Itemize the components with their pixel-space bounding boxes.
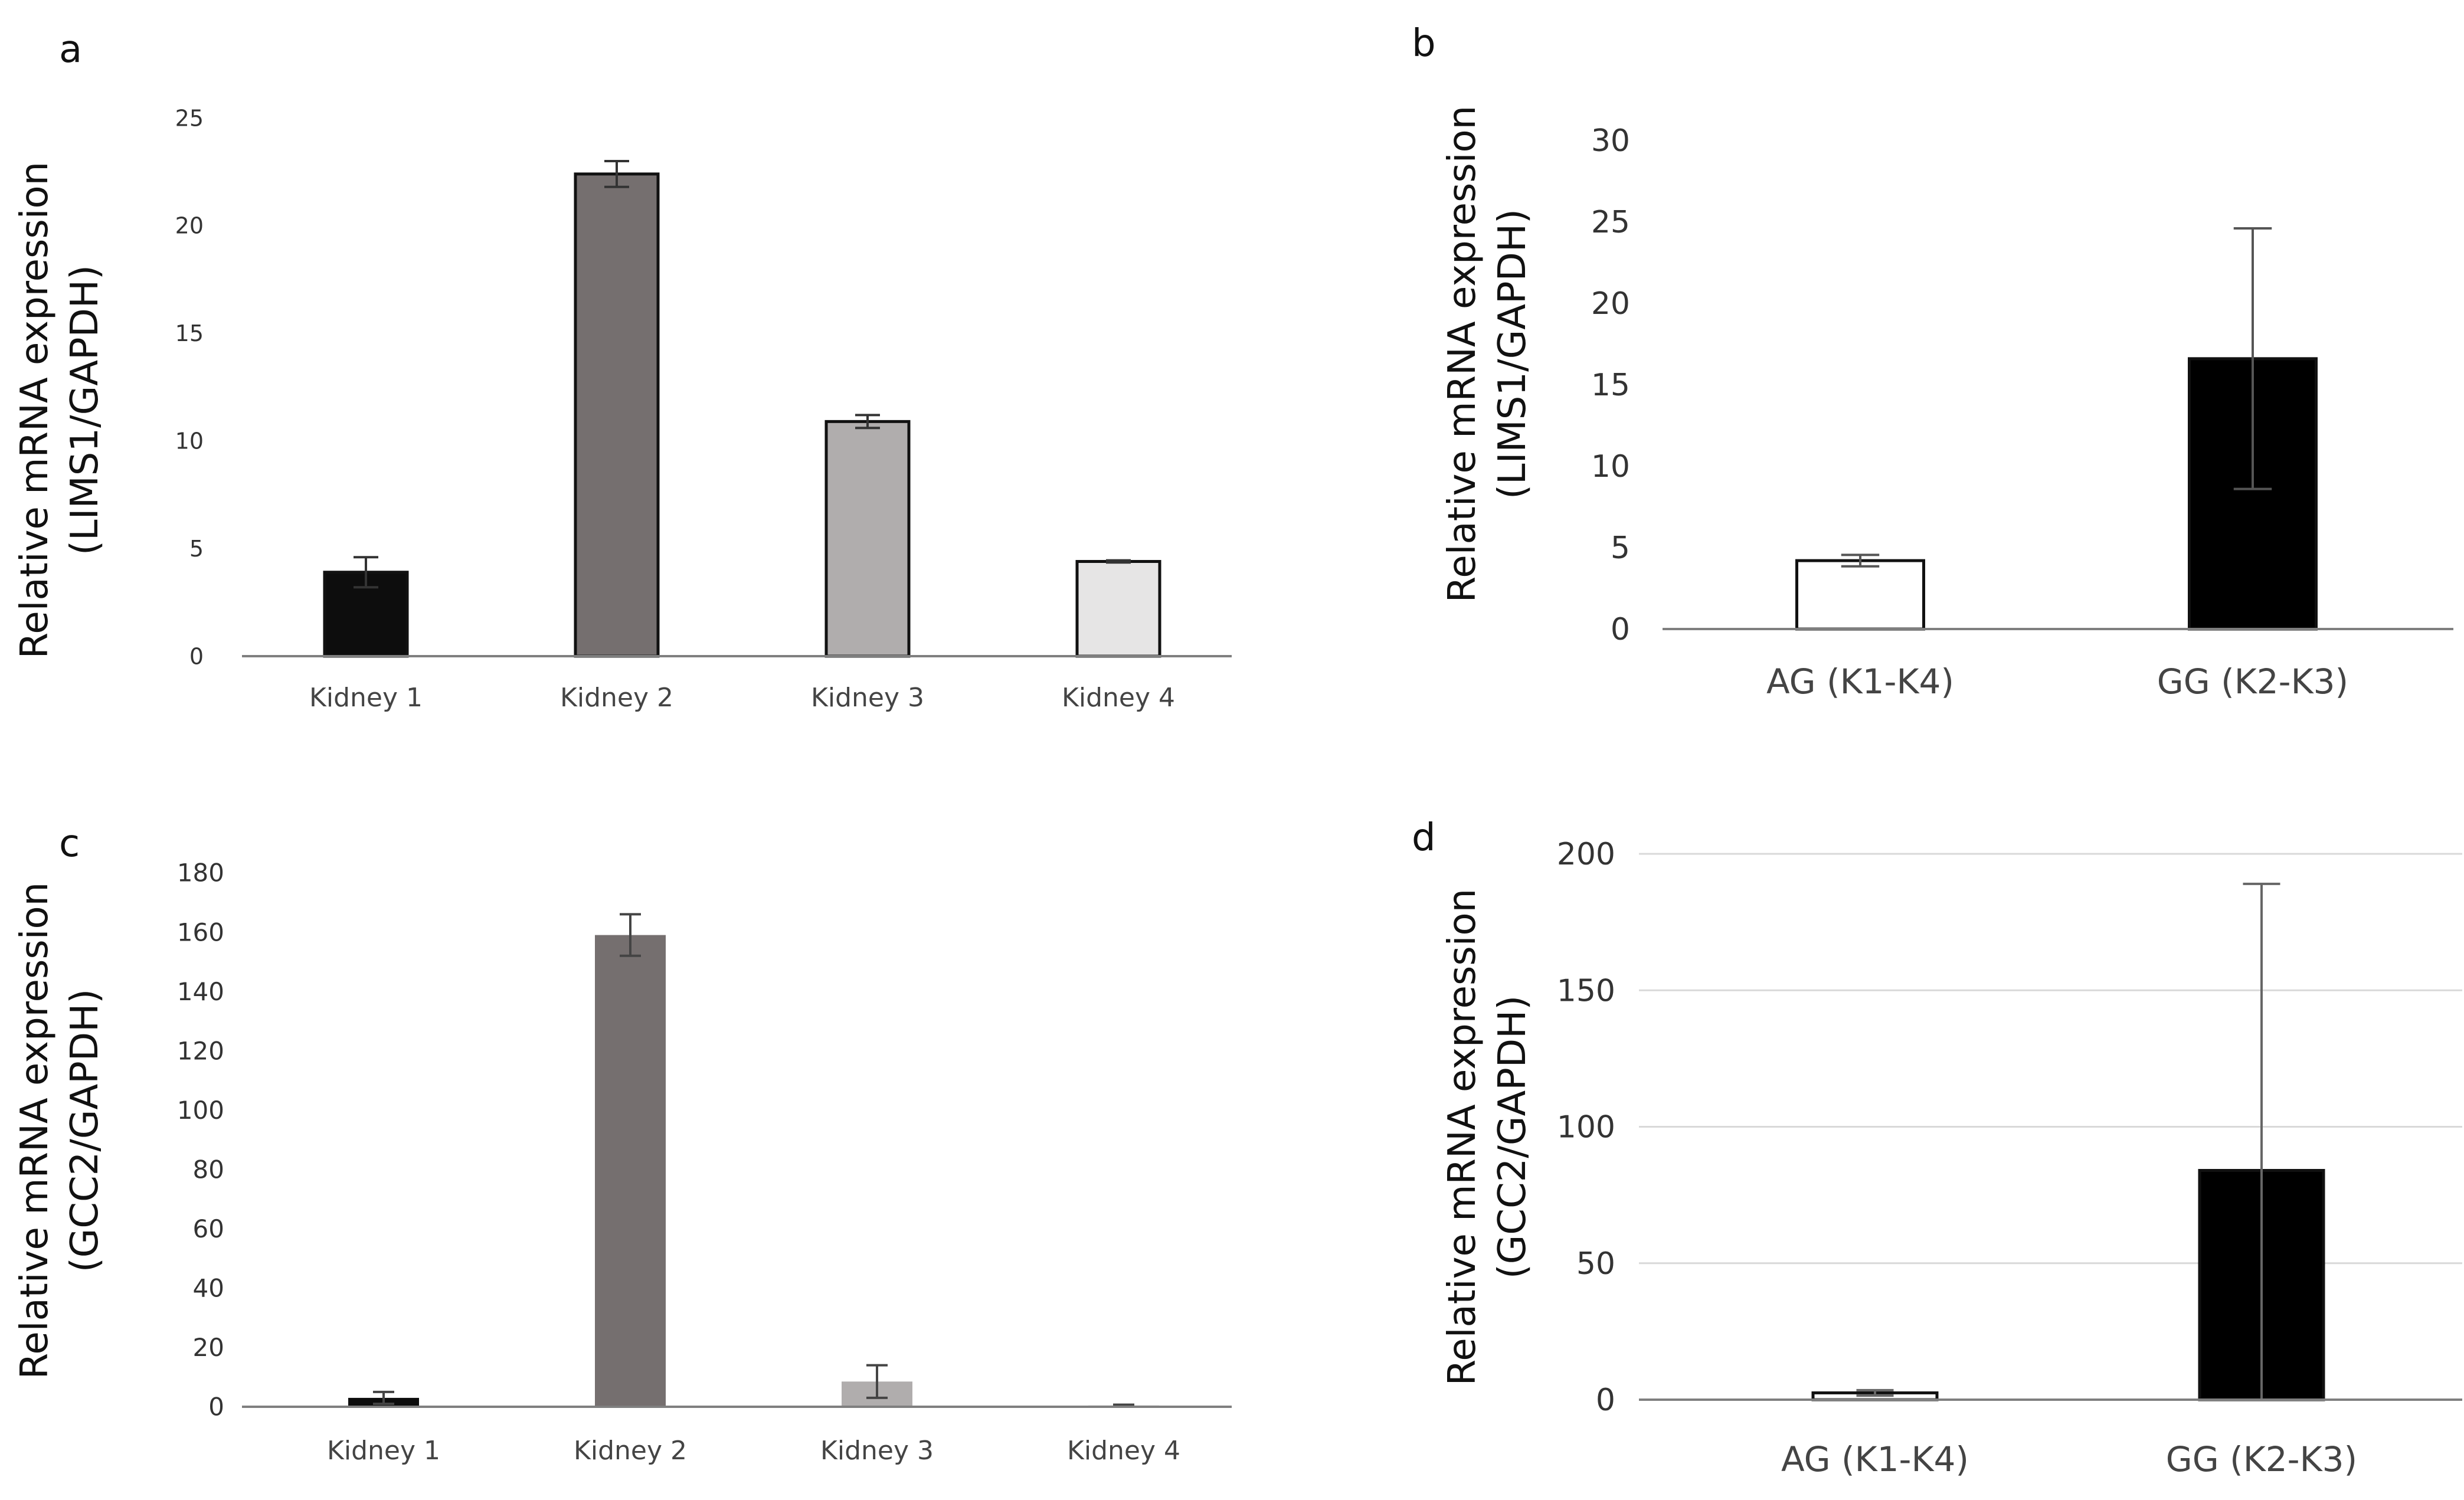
y-tick-a-0: 0 <box>189 643 204 669</box>
y-tick-b-1: 5 <box>1611 530 1630 566</box>
bar-c-2 <box>595 935 666 1407</box>
y-axis-label-a-line2: (LIMS1/GAPDH) <box>63 265 107 555</box>
chart-panel-b: b Relative mRNA expression (LIMS1/GAPDH)… <box>1412 22 2453 702</box>
x-tick-a-2: Kidney 2 <box>560 683 673 713</box>
y-axis-label-b-line1: Relative mRNA expression <box>1441 106 1484 602</box>
error-bar-a-2 <box>604 159 629 188</box>
bar-b-1 <box>1795 559 1925 631</box>
y-tick-b-0: 0 <box>1611 612 1630 647</box>
panel-label-a: a <box>59 28 82 71</box>
y-axis-label-d: Relative mRNA expression (GCC2/GAPDH) <box>1441 889 1534 1386</box>
y-axis-label-d-line2: (GCC2/GAPDH) <box>1491 995 1534 1279</box>
x-tick-d-1: AG (K1-K4) <box>1781 1439 1969 1479</box>
y-tick-b-3: 15 <box>1591 368 1630 403</box>
error-bar-a-3 <box>855 414 880 430</box>
y-tick-c-8: 160 <box>177 918 224 946</box>
y-tick-c-5: 100 <box>177 1096 224 1125</box>
y-tick-c-7: 140 <box>177 977 224 1006</box>
y-tick-c-3: 60 <box>193 1214 224 1243</box>
y-tick-a-1: 5 <box>189 536 204 562</box>
y-tick-d-2: 100 <box>1557 1110 1615 1145</box>
panel-label-c: c <box>59 822 80 866</box>
y-axis-label-c-line1: Relative mRNA expression <box>13 882 57 1379</box>
y-tick-a-2: 10 <box>175 428 204 454</box>
error-bar-b-1 <box>1841 554 1880 568</box>
x-tick-c-2: Kidney 2 <box>574 1436 687 1466</box>
x-tick-a-3: Kidney 3 <box>811 683 924 713</box>
x-tick-c-3: Kidney 3 <box>820 1436 934 1466</box>
y-tick-c-4: 80 <box>193 1155 224 1184</box>
y-tick-a-3: 15 <box>175 320 204 346</box>
y-tick-b-6: 30 <box>1591 123 1630 159</box>
y-tick-c-0: 0 <box>208 1393 224 1422</box>
panel-label-b: b <box>1412 22 1436 65</box>
x-tick-a-1: Kidney 1 <box>309 683 423 713</box>
x-tick-b-1: AG (K1-K4) <box>1766 661 1954 702</box>
y-tick-d-0: 0 <box>1596 1383 1615 1418</box>
x-tick-c-4: Kidney 4 <box>1067 1436 1180 1466</box>
chart-panel-c: c Relative mRNA expression (GCC2/GAPDH) … <box>13 822 1232 1466</box>
y-tick-b-2: 10 <box>1591 449 1630 484</box>
y-tick-a-4: 20 <box>175 213 204 239</box>
error-bar-b-2 <box>2233 227 2272 490</box>
y-axis-label-a-line1: Relative mRNA expression <box>13 162 57 659</box>
y-axis-label-c-line2: (GCC2/GAPDH) <box>63 989 107 1273</box>
y-axis-label-b-line2: (LIMS1/GAPDH) <box>1491 209 1534 499</box>
error-bar-d-1 <box>1856 1388 1894 1397</box>
bar-a-2 <box>574 172 660 658</box>
chart-panel-a: a Relative mRNA expression (LIMS1/GAPDH)… <box>13 28 1232 713</box>
y-tick-d-1: 50 <box>1576 1246 1615 1282</box>
error-bar-c-3 <box>866 1364 888 1399</box>
error-bar-c-1 <box>373 1390 394 1405</box>
bar-a-3 <box>824 420 911 658</box>
y-axis-label-b: Relative mRNA expression (LIMS1/GAPDH) <box>1441 106 1534 602</box>
y-tick-b-5: 25 <box>1591 205 1630 240</box>
y-tick-c-6: 120 <box>177 1036 224 1065</box>
y-tick-c-9: 180 <box>177 859 224 887</box>
bar-a-4 <box>1075 559 1161 658</box>
x-tick-a-4: Kidney 4 <box>1062 683 1175 713</box>
y-tick-d-4: 200 <box>1557 837 1615 872</box>
error-bar-c-2 <box>620 913 641 957</box>
error-bar-a-1 <box>354 556 378 589</box>
chart-panel-d: d Relative mRNA expression (GCC2/GAPDH) … <box>1412 816 2462 1479</box>
y-axis-label-c: Relative mRNA expression (GCC2/GAPDH) <box>13 882 107 1379</box>
y-tick-c-1: 20 <box>193 1333 224 1362</box>
y-tick-a-5: 25 <box>175 105 204 131</box>
error-bar-a-4 <box>1106 559 1131 564</box>
x-tick-d-2: GG (K2-K3) <box>2166 1439 2357 1479</box>
y-tick-d-3: 150 <box>1557 973 1615 1008</box>
x-tick-c-1: Kidney 1 <box>327 1436 440 1466</box>
y-tick-b-4: 20 <box>1591 286 1630 322</box>
panel-label-d: d <box>1412 816 1436 860</box>
y-axis-label-a: Relative mRNA expression (LIMS1/GAPDH) <box>13 162 107 659</box>
x-tick-b-2: GG (K2-K3) <box>2157 661 2348 702</box>
y-axis-label-d-line1: Relative mRNA expression <box>1441 889 1484 1386</box>
y-tick-c-2: 40 <box>193 1274 224 1303</box>
